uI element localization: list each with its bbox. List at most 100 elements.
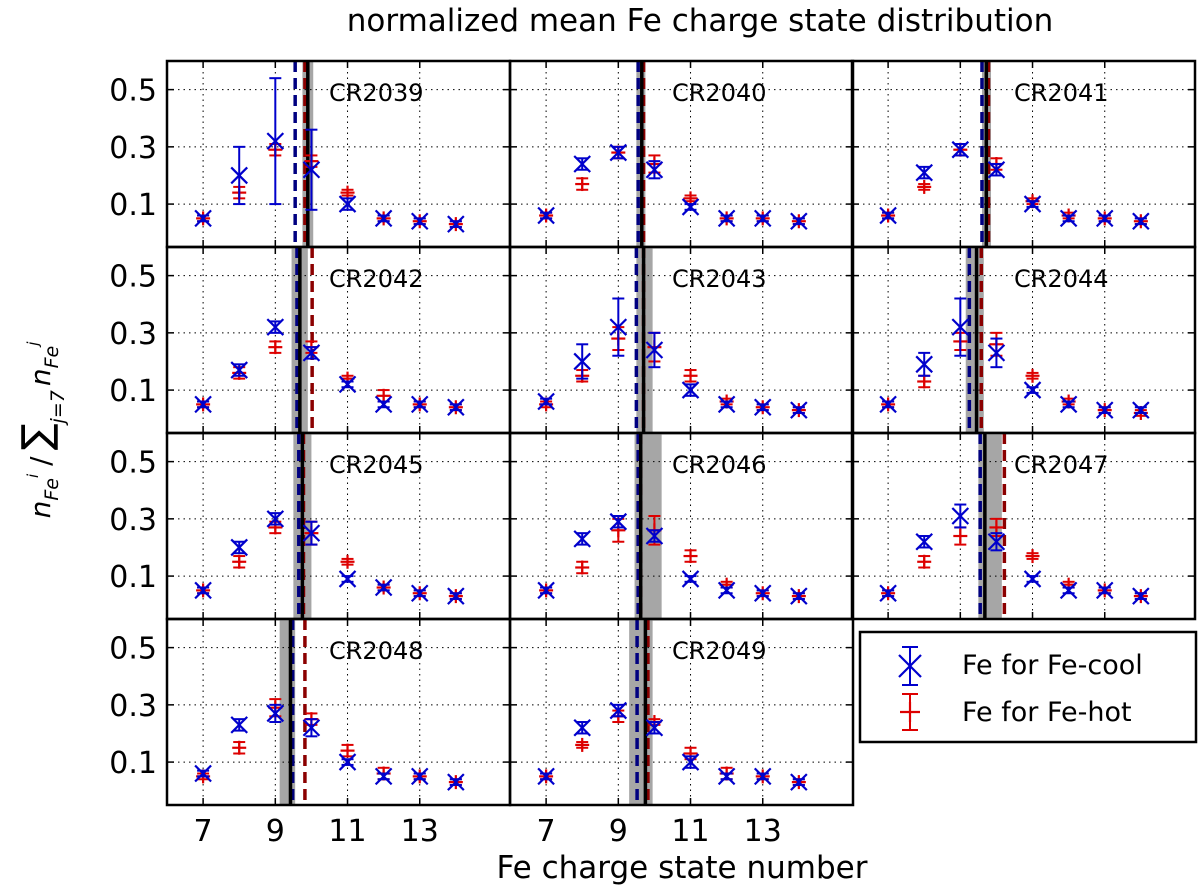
cool-point [374,767,393,786]
cool-point [951,318,970,336]
hot-point [1025,368,1040,383]
panel-plot-area [167,247,510,433]
cool-point [573,530,591,548]
hot-point [683,368,698,383]
panel-plot-area [510,61,853,247]
y-tick-label: 0.5 [109,260,157,295]
x-tick-label: 7 [194,814,213,849]
hot-point [575,560,590,575]
cool-point [1059,395,1078,414]
cool-point [266,510,285,528]
cool-point [537,392,555,411]
cool-point [1132,212,1150,231]
cool-point [194,764,212,783]
x-axis-label: Fe charge state number [497,850,868,886]
cool-point [573,155,591,173]
cool-point [1095,209,1114,228]
y-axis-label: nFei/∑j=7nFej [14,341,69,519]
cool-point [915,355,933,374]
panel-cr2048: CR2048 0.1 0.3 0.5 [109,617,512,807]
cool-point [1095,581,1114,600]
hot-point [376,388,391,403]
cool-point [230,166,248,185]
cool-point [266,318,285,336]
cool-point [951,140,970,159]
hot-point [575,177,590,192]
panel-label: CR2039 [329,79,424,107]
hot-point [340,185,355,200]
panel-cr2041: CR2041 [850,59,1197,249]
cool-point [194,581,212,600]
hot-point [683,549,698,564]
cool-point [645,718,664,737]
chart-title: normalized mean Fe charge state distribu… [347,3,1053,39]
cool-point [681,198,700,216]
cool-point [573,718,591,737]
cool-point [879,206,897,225]
cool-point [753,584,772,603]
hot-point [953,529,968,544]
cool-point [410,767,429,786]
cool-point [302,160,321,179]
cool-point [447,773,465,791]
legend-label-cool: Fe for Fe-cool [962,650,1143,681]
cool-point [537,206,555,225]
cool-point [717,581,736,600]
cool-point [609,701,628,720]
cool-point [338,570,357,588]
panel-label: CR2044 [1014,265,1109,293]
y-tick-label: 0.3 [109,317,157,352]
cool-point [410,395,429,414]
cool-point [681,753,700,771]
panel-label: CR2046 [672,451,767,479]
panel-plot-area [510,619,853,805]
panel-cr2040: CR2040 [508,59,855,249]
panel-plot-area [167,433,510,619]
cool-point [717,767,736,786]
cool-point [987,532,1006,551]
ylabel-main: n [24,501,57,519]
cool-point [230,538,248,557]
ylabel-den-sup: j [24,341,42,348]
cool-point [1023,570,1042,588]
hot-point [575,737,590,752]
panel-cr2039: CR2039 0.1 0.3 0.5 [109,59,512,249]
x-tick-label: 11 [328,814,366,849]
cool-point [1023,381,1042,399]
cool-point [537,767,555,786]
panel-plot-area [510,433,853,619]
x-tick-label: 9 [609,814,628,849]
hot-point [683,191,698,206]
cool-point [573,352,591,371]
cool-point [645,341,664,359]
x-tick-label: 13 [744,814,782,849]
y-tick-label: 0.1 [109,188,157,223]
panel-frame [508,617,855,807]
cool-point [609,143,628,162]
y-tick-label: 0.1 [109,374,157,409]
panels: CR2039 0.1 0.3 0.5 CR2040 CR2041 CR2042 0.1 0.3 0… [109,59,1197,807]
cool-point [302,344,321,362]
panel-frame [850,431,1197,621]
y-tick-label: 0.5 [109,632,157,667]
cool-point [987,344,1006,362]
cool-point [681,381,700,399]
cool-point [753,398,772,417]
panel-cr2045: CR2045 0.1 0.3 0.5 [109,431,512,621]
y-tick-label: 0.5 [109,446,157,481]
cool-point [302,718,321,737]
ylabel-denominator: n [24,368,57,386]
panel-cr2044: CR2044 [850,245,1197,435]
cool-point [230,716,248,734]
y-tick-label: 0.3 [109,131,157,166]
cool-point [266,704,285,723]
cool-point [1095,401,1114,419]
hot-point [917,554,932,569]
ylabel-main-sup: i [24,473,42,478]
cool-point [681,570,700,588]
panel-cr2043: CR2043 [508,245,855,435]
panel-label: CR2042 [329,265,424,293]
legend-label-hot: Fe for Fe-hot [962,697,1132,728]
legend-cool-x [898,654,922,678]
panel-plot-area [852,247,1195,433]
